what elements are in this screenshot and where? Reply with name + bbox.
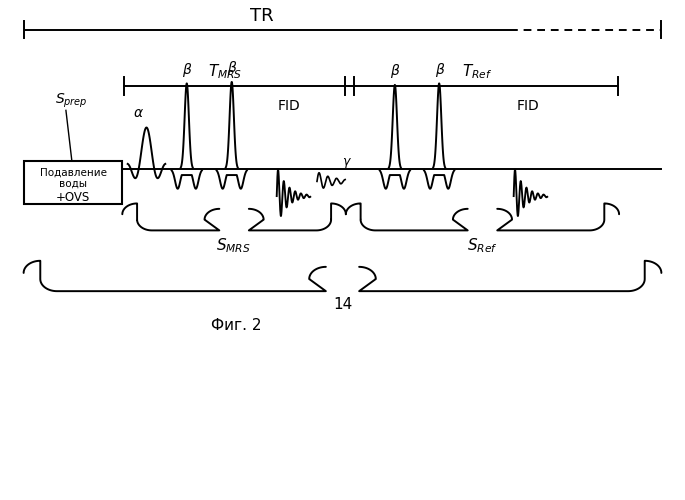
Text: β: β [182, 63, 191, 77]
Text: +OVS: +OVS [56, 190, 90, 203]
Text: FID: FID [277, 99, 300, 113]
Text: $S_{MRS}$: $S_{MRS}$ [216, 236, 251, 255]
Text: TR: TR [250, 6, 274, 25]
Text: β: β [435, 63, 444, 77]
FancyBboxPatch shape [24, 161, 123, 204]
Text: $T_{Ref}$: $T_{Ref}$ [462, 62, 492, 81]
Text: $S_{prep}$: $S_{prep}$ [55, 92, 88, 110]
Text: воды: воды [60, 179, 87, 189]
Text: FID: FID [517, 99, 540, 113]
Text: $S_{Ref}$: $S_{Ref}$ [466, 236, 497, 255]
Text: Подавление: Подавление [40, 167, 107, 177]
Text: γ: γ [342, 155, 349, 168]
Text: $T_{MRS}$: $T_{MRS}$ [208, 62, 242, 81]
Text: α: α [134, 106, 143, 120]
Text: Фиг. 2: Фиг. 2 [211, 318, 262, 333]
Text: 14: 14 [333, 297, 352, 312]
Text: β: β [227, 61, 236, 75]
Text: β: β [390, 64, 399, 78]
